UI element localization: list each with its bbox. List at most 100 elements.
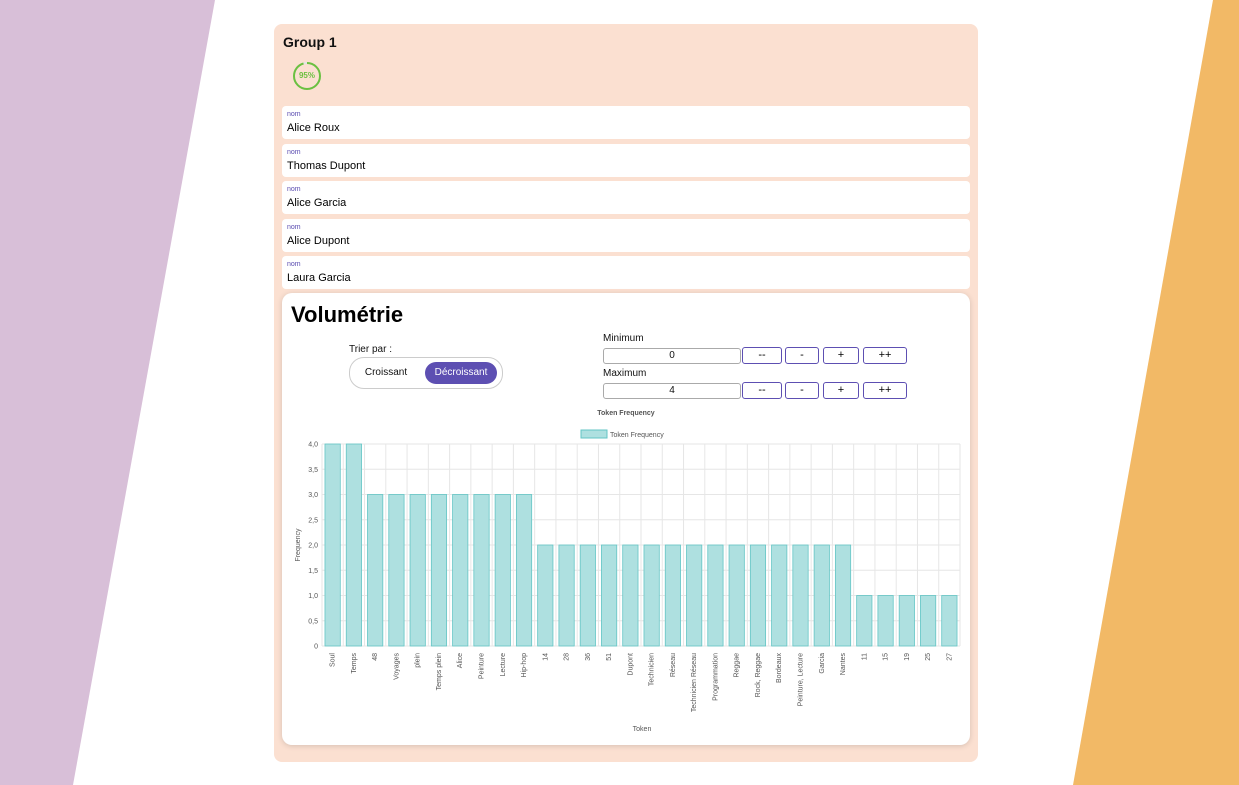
progress-ring: 95% bbox=[292, 61, 322, 91]
chart-bar bbox=[792, 544, 809, 647]
person-field-label: nom bbox=[287, 149, 301, 156]
chart-x-tick-label: Rock, Reggae bbox=[755, 653, 762, 697]
minimum-decrease-large-button[interactable]: -- bbox=[742, 347, 782, 364]
chart-y-tick-label: 0 bbox=[314, 644, 318, 651]
progress-ring-svg bbox=[293, 62, 321, 90]
minimum-input[interactable]: 0 bbox=[603, 348, 741, 364]
chart-x-tick-label: Soul bbox=[330, 653, 337, 667]
chart-x-tick-label: 11 bbox=[861, 653, 868, 660]
volumetrie-title: Volumétrie bbox=[291, 302, 404, 327]
person-field-value: Alice Roux bbox=[287, 122, 340, 134]
chart-x-tick-label: 14 bbox=[542, 653, 549, 661]
person-field-1[interactable]: nom Alice Roux bbox=[282, 106, 970, 139]
chart-y-tick-label: 0,5 bbox=[308, 618, 318, 625]
chart-x-tick-label: Peinture, Lecture bbox=[798, 653, 805, 706]
chart-x-tick-label: Alice bbox=[457, 653, 464, 668]
sort-ascending-button[interactable]: Croissant bbox=[364, 367, 408, 378]
chart-legend-label: Token Frequency bbox=[610, 432, 664, 439]
chart-bar bbox=[515, 494, 533, 647]
minimum-increase-button[interactable]: + bbox=[823, 347, 859, 364]
person-field-value: Alice Dupont bbox=[287, 235, 350, 247]
chart-x-tick-label: Temps bbox=[351, 653, 358, 674]
chart-x-tick-label: 48 bbox=[372, 653, 379, 661]
chart-x-tick-label: Bordeaux bbox=[776, 653, 783, 683]
volumetrie-card: Volumétrie Trier par : Croissant Décrois… bbox=[282, 293, 970, 745]
minimum-decrease-button[interactable]: - bbox=[785, 347, 819, 364]
chart-y-axis-label: Frequency bbox=[295, 528, 302, 562]
chart-x-tick-label: Technicien Réseau bbox=[691, 653, 698, 712]
chart-x-tick-label: Programmation bbox=[712, 653, 719, 701]
chart-y-tick-label: 3,0 bbox=[308, 492, 318, 499]
person-field-value: Thomas Dupont bbox=[287, 160, 366, 172]
chart-bar bbox=[643, 544, 660, 647]
chart-x-tick-label: Temps plein bbox=[436, 653, 443, 690]
group-title: Group 1 bbox=[283, 34, 337, 50]
maximum-decrease-button[interactable]: - bbox=[785, 382, 819, 399]
chart-title: Token Frequency bbox=[597, 410, 655, 417]
minimum-label: Minimum bbox=[603, 333, 644, 344]
chart-bar bbox=[877, 595, 894, 647]
chart-bar bbox=[494, 494, 511, 647]
token-frequency-chart: Token Frequency Token Frequency Token Fr… bbox=[295, 410, 961, 733]
chart-x-tick-label: 51 bbox=[606, 653, 613, 661]
minimum-increase-large-button[interactable]: ++ bbox=[863, 347, 907, 364]
chart-bar bbox=[771, 544, 788, 647]
sort-toggle: Croissant Décroissant bbox=[349, 357, 503, 389]
chart-x-tick-label: plein bbox=[415, 653, 422, 668]
person-field-5[interactable]: nom Laura Garcia bbox=[282, 256, 970, 289]
chart-x-tick-label: Hip-hop bbox=[521, 653, 528, 678]
chart-bar bbox=[324, 443, 341, 647]
person-field-label: nom bbox=[287, 186, 301, 193]
chart-x-tick-label: 36 bbox=[585, 653, 592, 661]
person-field-label: nom bbox=[287, 111, 301, 118]
chart-x-tick-label: Réseau bbox=[670, 653, 677, 677]
chart-y-tick-label: 3,5 bbox=[308, 467, 318, 474]
person-field-4[interactable]: nom Alice Dupont bbox=[282, 219, 970, 252]
chart-x-tick-label: Lecture bbox=[500, 653, 507, 676]
chart-x-tick-label: Peinture bbox=[479, 653, 486, 679]
chart-bar bbox=[601, 544, 618, 647]
progress-label: 95% bbox=[298, 71, 315, 80]
person-field-3[interactable]: nom Alice Garcia bbox=[282, 181, 970, 214]
chart-bar bbox=[898, 595, 915, 647]
chart-x-tick-label: Garcia bbox=[819, 653, 826, 674]
chart-bar bbox=[664, 544, 681, 647]
maximum-label: Maximum bbox=[603, 368, 647, 379]
chart-bar bbox=[622, 544, 639, 647]
maximum-increase-button[interactable]: + bbox=[823, 382, 859, 399]
sort-label: Trier par : bbox=[349, 344, 392, 355]
chart-x-tick-label: 19 bbox=[904, 653, 911, 661]
maximum-decrease-large-button[interactable]: -- bbox=[742, 382, 782, 399]
chart-bar bbox=[388, 494, 405, 647]
chart-bar bbox=[686, 544, 703, 647]
person-field-2[interactable]: nom Thomas Dupont bbox=[282, 144, 970, 177]
chart-bar bbox=[749, 544, 767, 647]
chart-x-tick-label: Nantes bbox=[840, 653, 847, 676]
chart-bar bbox=[579, 544, 596, 647]
chart-bar bbox=[941, 595, 958, 647]
maximum-input[interactable]: 4 bbox=[603, 383, 741, 399]
chart-bar bbox=[856, 595, 873, 647]
chart-x-tick-label: Technicien bbox=[649, 653, 656, 686]
chart-bar bbox=[430, 494, 448, 647]
chart-x-tick-label: 25 bbox=[925, 653, 932, 661]
maximum-increase-large-button[interactable]: ++ bbox=[863, 382, 907, 399]
chart-bar bbox=[920, 595, 937, 647]
chart-y-tick-label: 2,5 bbox=[308, 517, 318, 524]
chart-bar bbox=[367, 494, 384, 647]
chart-bar bbox=[707, 544, 724, 647]
chart-bar bbox=[728, 544, 745, 647]
person-field-value: Alice Garcia bbox=[287, 197, 347, 209]
chart-bar bbox=[813, 544, 830, 647]
chart-y-tick-label: 1,0 bbox=[308, 593, 318, 600]
chart-bar bbox=[345, 443, 362, 647]
sort-descending-button[interactable]: Décroissant bbox=[425, 362, 497, 384]
chart-x-tick-label: 15 bbox=[883, 653, 890, 661]
chart-bar bbox=[473, 494, 490, 647]
chart-x-tick-label: Voyages bbox=[393, 653, 400, 680]
chart-y-tick-label: 4,0 bbox=[308, 442, 318, 449]
chart-bar bbox=[409, 494, 426, 647]
chart-x-tick-label: 28 bbox=[564, 653, 571, 661]
chart-bar bbox=[558, 544, 575, 647]
chart-x-tick-label: Reggae bbox=[734, 653, 741, 678]
